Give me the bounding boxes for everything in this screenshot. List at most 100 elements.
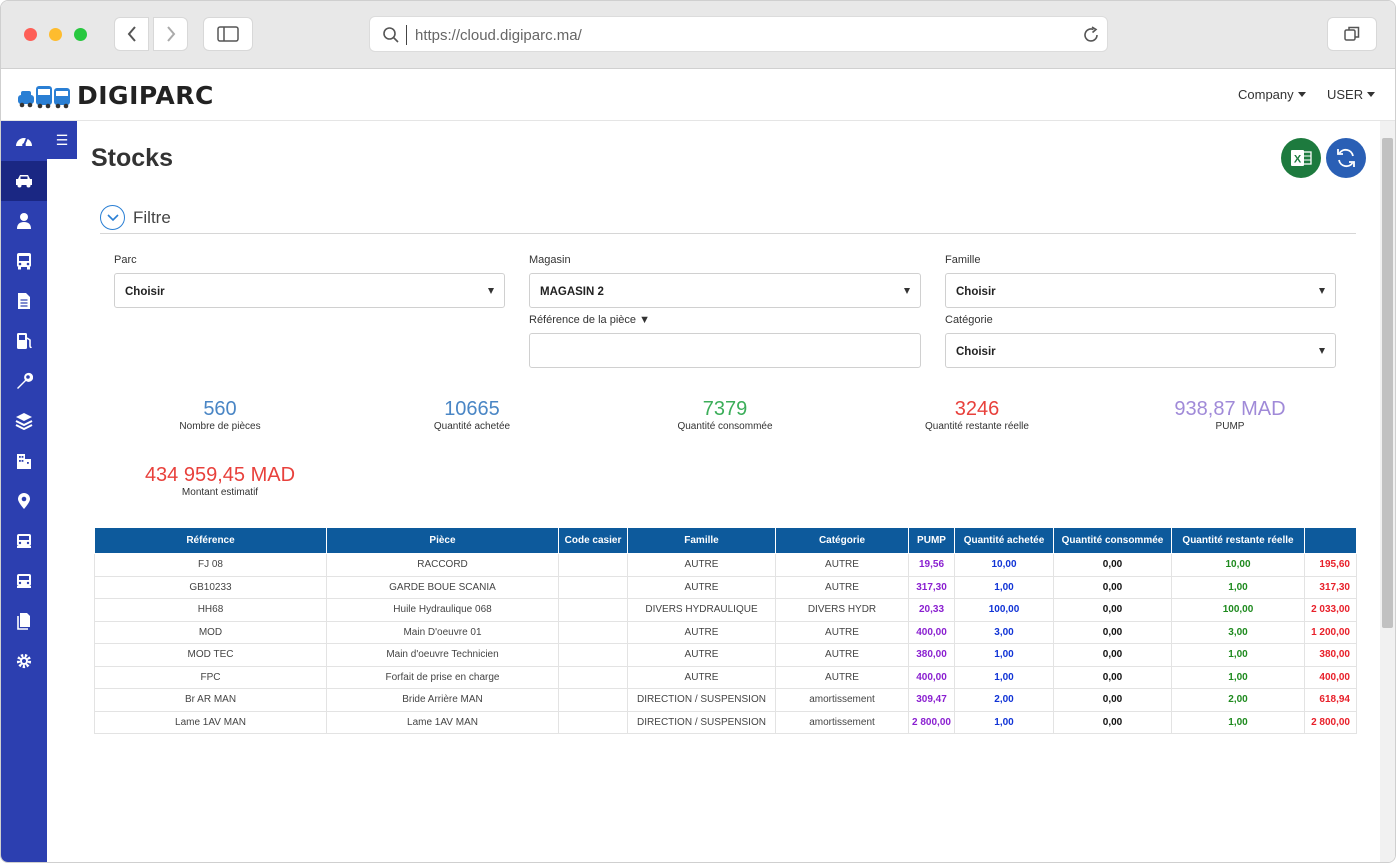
svg-text:X: X bbox=[1294, 154, 1302, 166]
table-cell: 2,00 bbox=[954, 688, 1054, 712]
table-cell: AUTRE bbox=[627, 643, 776, 667]
table-row[interactable]: MOD Main D'oeuvre 01 AUTRE AUTRE 400,00 3,00 0… bbox=[94, 620, 1357, 644]
user-dropdown[interactable]: USER bbox=[1327, 87, 1376, 102]
stat-label: Nombre de pièces bbox=[179, 421, 261, 432]
table-cell: amortissement bbox=[775, 710, 909, 734]
sidebar-item-fuel[interactable] bbox=[1, 321, 47, 361]
sidebar-item-documents[interactable] bbox=[1, 281, 47, 321]
caret-down-icon bbox=[1319, 348, 1325, 354]
refresh-button[interactable] bbox=[1326, 138, 1366, 178]
building-icon bbox=[17, 454, 31, 469]
sidebar-item-files[interactable] bbox=[1, 601, 47, 641]
sidebar-item-transport[interactable] bbox=[1, 521, 47, 561]
table-row[interactable]: FPC Forfait de prise en charge AUTRE AUTRE 4… bbox=[94, 665, 1357, 689]
stat-quantite-achetee: 10665 Quantité achetée bbox=[352, 398, 592, 432]
table-cell: RACCORD bbox=[326, 553, 559, 577]
column-header[interactable]: Quantité consommée bbox=[1053, 527, 1172, 554]
table-cell: 0,00 bbox=[1053, 688, 1172, 712]
page-title: Stocks bbox=[91, 144, 173, 172]
tabs-overview-button[interactable] bbox=[1327, 17, 1377, 51]
column-header[interactable]: Référence bbox=[94, 527, 327, 554]
sidebar-item-vehicles[interactable] bbox=[1, 161, 47, 201]
magasin-label: Magasin bbox=[529, 254, 571, 266]
reference-input[interactable] bbox=[529, 333, 921, 368]
caret-down-icon bbox=[1367, 92, 1376, 97]
close-window-icon[interactable] bbox=[24, 28, 37, 41]
hamburger-icon: ☰ bbox=[55, 131, 69, 148]
column-header[interactable]: Code casier bbox=[558, 527, 628, 554]
logo[interactable]: DIGIPARC bbox=[17, 81, 214, 110]
table-cell bbox=[558, 575, 628, 599]
table-cell: 0,00 bbox=[1053, 620, 1172, 644]
famille-select[interactable]: Choisir bbox=[945, 273, 1336, 308]
column-header[interactable]: Catégorie bbox=[775, 527, 909, 554]
table-cell: 10,00 bbox=[954, 553, 1054, 577]
sidebar-item-maintenance[interactable] bbox=[1, 361, 47, 401]
chevron-left-icon bbox=[127, 26, 136, 42]
table-cell: Bride Arrière MAN bbox=[326, 688, 559, 712]
column-header[interactable]: Famille bbox=[627, 527, 776, 554]
table-cell: 1,00 bbox=[954, 643, 1054, 667]
dashboard-icon bbox=[16, 137, 32, 147]
column-header[interactable]: PUMP bbox=[908, 527, 955, 554]
table-cell: 380,00 bbox=[908, 643, 955, 667]
scrollbar-thumb[interactable] bbox=[1382, 138, 1393, 628]
sidebar-item-locations[interactable] bbox=[1, 481, 47, 521]
table-cell: 2 033,00 bbox=[1304, 598, 1357, 622]
famille-label: Famille bbox=[945, 254, 981, 266]
company-dropdown[interactable]: Company bbox=[1238, 87, 1306, 102]
column-header[interactable] bbox=[1304, 527, 1357, 554]
caret-down-icon bbox=[488, 288, 494, 294]
table-header-row: Référence Pièce Code casier Famille Catégori… bbox=[94, 527, 1357, 554]
table-cell: GB10233 bbox=[94, 575, 327, 599]
table-cell: 1,00 bbox=[1171, 665, 1305, 689]
table-row[interactable]: HH68 Huile Hydraulique 068 DIVERS HYDRAULI… bbox=[94, 598, 1357, 622]
parc-select[interactable]: Choisir bbox=[114, 273, 505, 308]
refresh-icon bbox=[1337, 148, 1355, 168]
maximize-window-icon[interactable] bbox=[74, 28, 87, 41]
reference-label[interactable]: Référence de la pièce ▼ bbox=[529, 314, 650, 326]
table-row[interactable]: Lame 1AV MAN Lame 1AV MAN DIRECTION / SUSP… bbox=[94, 710, 1357, 734]
document-icon bbox=[18, 293, 30, 309]
menu-toggle-button[interactable]: ☰ bbox=[47, 121, 77, 159]
sidebar-item-drivers[interactable] bbox=[1, 201, 47, 241]
filter-toggle[interactable]: Filtre bbox=[100, 205, 171, 230]
caret-down-icon bbox=[1319, 288, 1325, 294]
table-cell: AUTRE bbox=[775, 665, 909, 689]
stat-value: 938,87 MAD bbox=[1174, 398, 1286, 420]
sidebar-item-dashboard[interactable] bbox=[1, 121, 47, 161]
bus-icon bbox=[17, 253, 31, 270]
magasin-select[interactable]: MAGASIN 2 bbox=[529, 273, 921, 308]
forward-button[interactable] bbox=[153, 17, 188, 51]
table-row[interactable]: FJ 08 RACCORD AUTRE AUTRE 19,56 10,00 0,00 10,0… bbox=[94, 553, 1357, 577]
sidebar-toggle-button[interactable] bbox=[203, 17, 253, 51]
reload-icon[interactable] bbox=[1081, 25, 1101, 45]
sidebar-item-stocks[interactable] bbox=[1, 401, 47, 441]
back-button[interactable] bbox=[114, 17, 149, 51]
categorie-select[interactable]: Choisir bbox=[945, 333, 1336, 368]
famille-select-value: Choisir bbox=[956, 286, 996, 298]
table-cell: 2 800,00 bbox=[908, 710, 955, 734]
sidebar-item-settings[interactable] bbox=[1, 641, 47, 681]
table-cell: 195,60 bbox=[1304, 553, 1357, 577]
caret-down-icon bbox=[904, 288, 910, 294]
minimize-window-icon[interactable] bbox=[49, 28, 62, 41]
table-cell: 3,00 bbox=[1171, 620, 1305, 644]
sidebar-item-transport-alt[interactable] bbox=[1, 561, 47, 601]
table-row[interactable]: GB10233 GARDE BOUE SCANIA AUTRE AUTRE 317,30… bbox=[94, 575, 1357, 599]
table-cell: 1,00 bbox=[1171, 643, 1305, 667]
stat-nombre-pieces: 560 Nombre de pièces bbox=[100, 398, 340, 432]
column-header[interactable]: Quantité achetée bbox=[954, 527, 1054, 554]
stat-montant-estimatif: 434 959,45 MAD Montant estimatif bbox=[100, 464, 340, 498]
table-row[interactable]: Br AR MAN Bride Arrière MAN DIRECTION / SU… bbox=[94, 688, 1357, 712]
table-row[interactable]: MOD TEC Main d'oeuvre Technicien AUTRE AUTR… bbox=[94, 643, 1357, 667]
table-cell bbox=[558, 643, 628, 667]
sidebar-item-buses[interactable] bbox=[1, 241, 47, 281]
sidebar-item-agencies[interactable] bbox=[1, 441, 47, 481]
export-excel-button[interactable]: X bbox=[1281, 138, 1321, 178]
table-cell: FJ 08 bbox=[94, 553, 327, 577]
column-header[interactable]: Quantité restante réelle bbox=[1171, 527, 1305, 554]
address-bar[interactable]: https://cloud.digiparc.ma/ bbox=[369, 16, 1108, 52]
chevron-right-icon bbox=[166, 26, 175, 42]
column-header[interactable]: Pièce bbox=[326, 527, 559, 554]
